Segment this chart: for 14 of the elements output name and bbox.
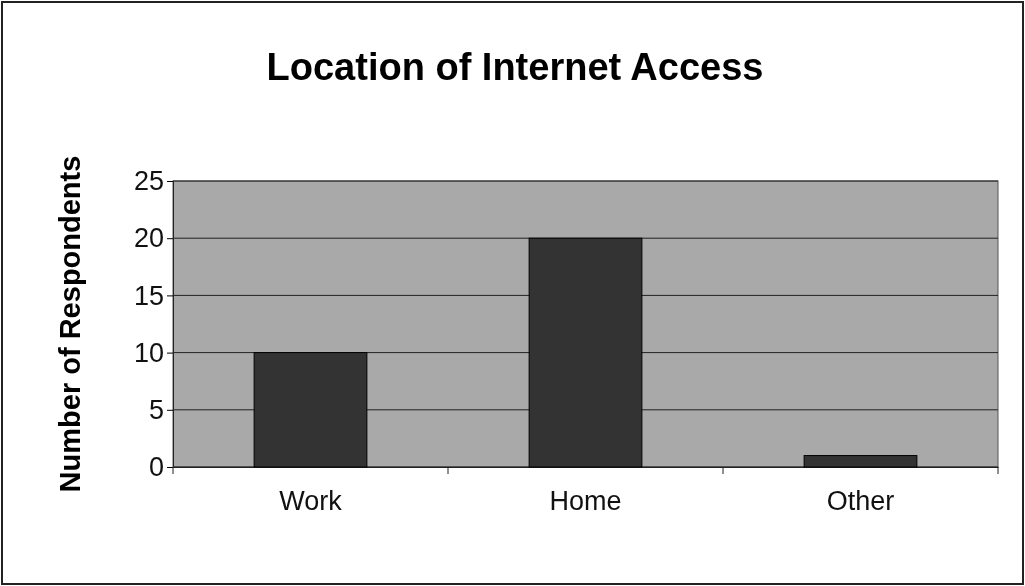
chart-title: Location of Internet Access — [266, 46, 764, 88]
y-axis-title: Number of Respondents — [54, 155, 86, 493]
y-tick-label: 20 — [133, 223, 164, 254]
bar — [528, 237, 643, 468]
y-tick-label: 5 — [148, 394, 164, 425]
bar — [803, 455, 918, 468]
y-tick-label: 10 — [133, 337, 164, 368]
y-tick-label: 15 — [133, 280, 164, 311]
x-tick-label: Home — [549, 486, 622, 517]
y-tick-label: 0 — [148, 452, 164, 483]
x-tick-label: Work — [279, 486, 343, 517]
y-tick-label: 25 — [133, 166, 164, 197]
x-tick-label: Other — [826, 486, 895, 517]
bar — [253, 352, 368, 468]
